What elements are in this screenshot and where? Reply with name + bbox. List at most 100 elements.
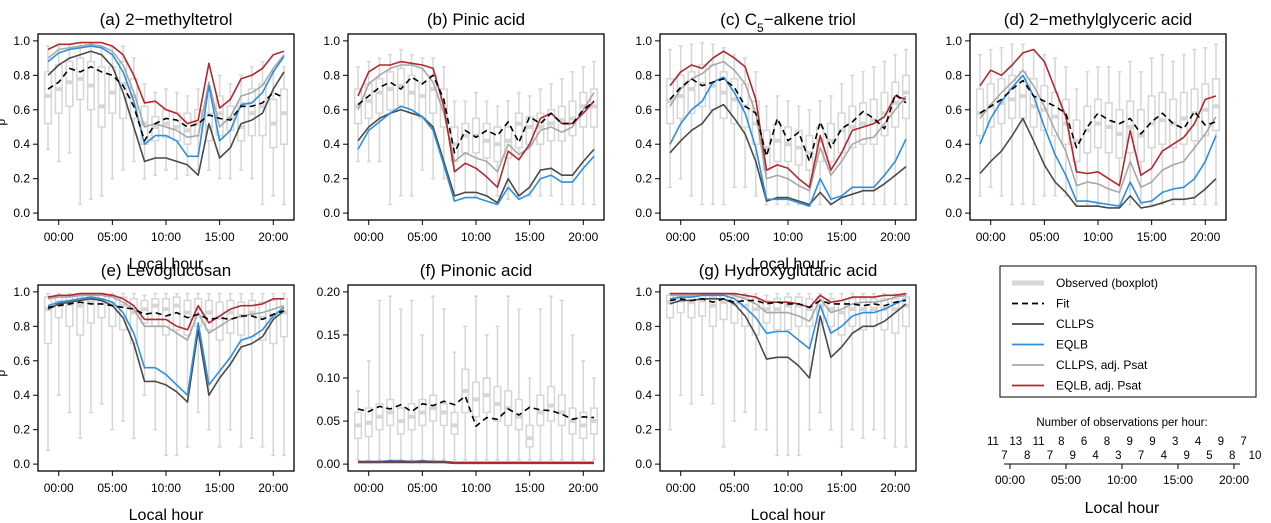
boxplot: [719, 47, 728, 206]
y-tick-label: 0.6: [323, 103, 340, 117]
boxplot: [837, 83, 846, 206]
box-body: [880, 298, 889, 331]
box-body: [226, 299, 235, 334]
y-tick-label: 0.4: [13, 137, 30, 151]
boxplot: [439, 65, 448, 180]
boxplot: [859, 71, 868, 206]
observations-title: Number of observations per hour:: [1036, 417, 1207, 429]
y-tick-label: 0.8: [13, 319, 30, 333]
boxplot: [773, 292, 782, 457]
boxplot: [579, 360, 588, 461]
boxplot: [794, 105, 803, 206]
box-body: [54, 294, 63, 319]
boxplot: [140, 294, 149, 396]
legend-label: Fit: [1056, 297, 1070, 311]
x-tick-label: 15:00: [515, 481, 545, 495]
box-body: [204, 299, 213, 331]
boxplot: [901, 292, 911, 448]
box-body: [525, 424, 534, 448]
series-lines: [357, 60, 595, 206]
y-tick-label: 0.2: [635, 423, 652, 437]
boxplot: [708, 43, 717, 206]
x-tick-label: 20:00: [880, 481, 910, 495]
box-body: [279, 88, 289, 145]
x-tick-label: 00:00: [354, 481, 384, 495]
y-tick-label: 0.0: [945, 206, 962, 220]
boxplot: [514, 91, 523, 197]
series-line: [669, 297, 907, 309]
chart-panel: 0.0 0.2 0.4 0.6 0.8 1.0 00:00 05:00 10:00 15:00 20…: [635, 261, 917, 523]
box-body: [719, 71, 728, 120]
series-line: [669, 50, 907, 189]
box-body: [183, 299, 192, 336]
boxplot: [1158, 53, 1167, 206]
legend-item: CLLPS: [1012, 317, 1094, 331]
y-tick-label: 0.10: [317, 371, 341, 385]
observation-count: 7: [1047, 450, 1053, 462]
boxplot: [891, 53, 900, 206]
boxplot: [97, 45, 106, 197]
boxplot: [589, 377, 599, 461]
chart-title: (d) 2−methylglyceric acid: [1004, 10, 1193, 29]
box-body: [97, 65, 106, 128]
boxplot: [687, 43, 696, 197]
observations-xlabel: Local hour: [1085, 500, 1160, 517]
boxplot: [891, 292, 900, 448]
y-tick-label: 0.4: [13, 388, 30, 402]
observation-count: 7: [1240, 436, 1246, 448]
series-line: [669, 60, 907, 192]
x-tick-label: 20:00: [568, 481, 598, 495]
boxplot: [407, 53, 416, 197]
boxplot: [386, 53, 395, 206]
y-tick-label: 0.0: [13, 206, 30, 220]
boxplot: [1029, 48, 1038, 206]
series-line: [357, 395, 595, 428]
boxplot: [183, 292, 192, 448]
y-tick-label: 0.8: [945, 68, 962, 82]
observation-tick-label: 05:00: [1051, 473, 1081, 487]
legend-label: CLLPS: [1056, 317, 1094, 331]
chart-panel: 0.0 0.2 0.4 0.6 0.8 1.0 00:00 05:00 10:00 15:00 20…: [635, 10, 917, 273]
box-body: [1051, 91, 1060, 137]
x-tick-label: 15:00: [205, 230, 235, 244]
boxplot: [1083, 71, 1092, 206]
y-tick-label: 0.2: [635, 172, 652, 186]
series-line: [47, 45, 285, 158]
chart-title: (f) Pinonic acid: [420, 261, 532, 280]
x-tick-label: 10:00: [151, 481, 181, 495]
legend-label: EQLB, adj. Psat: [1056, 379, 1142, 393]
x-tick-label: 15:00: [827, 481, 857, 495]
y-tick-label: 0.6: [635, 103, 652, 117]
boxplot: [997, 47, 1006, 197]
box-body: [805, 298, 814, 328]
y-tick-label: 0.4: [323, 137, 340, 151]
chart-title: (e) Levoglucosan: [101, 261, 231, 280]
observation-count: 9: [1126, 436, 1132, 448]
x-tick-label: 20:00: [880, 230, 910, 244]
series-line: [979, 117, 1217, 209]
boxplot: [1169, 60, 1178, 206]
boxplot: [547, 295, 556, 461]
y-tick-label: 0.6: [13, 103, 30, 117]
boxplot: [129, 292, 138, 440]
chart-title: (b) Pinic acid: [427, 10, 525, 29]
legend-label: CLLPS, adj. Psat: [1056, 358, 1148, 372]
series-line: [358, 461, 594, 465]
boxplot: [837, 292, 846, 448]
series-lines: [357, 395, 595, 465]
boxplot: [1008, 43, 1017, 206]
observation-count: 13: [1009, 436, 1022, 448]
box-body: [237, 301, 246, 336]
x-axis-label: Local hour: [751, 507, 826, 523]
boxplot: [773, 95, 782, 206]
observation-tick-label: 00:00: [995, 473, 1025, 487]
boxplot: [353, 65, 363, 163]
boxplot: [247, 65, 256, 180]
y-tick-label: 0.8: [635, 319, 652, 333]
boxplot: [525, 95, 534, 197]
box-body: [215, 301, 224, 341]
box-body: [901, 296, 911, 328]
boxplot: [676, 45, 685, 180]
boxplot: [65, 43, 74, 154]
boxplot: [65, 292, 74, 414]
